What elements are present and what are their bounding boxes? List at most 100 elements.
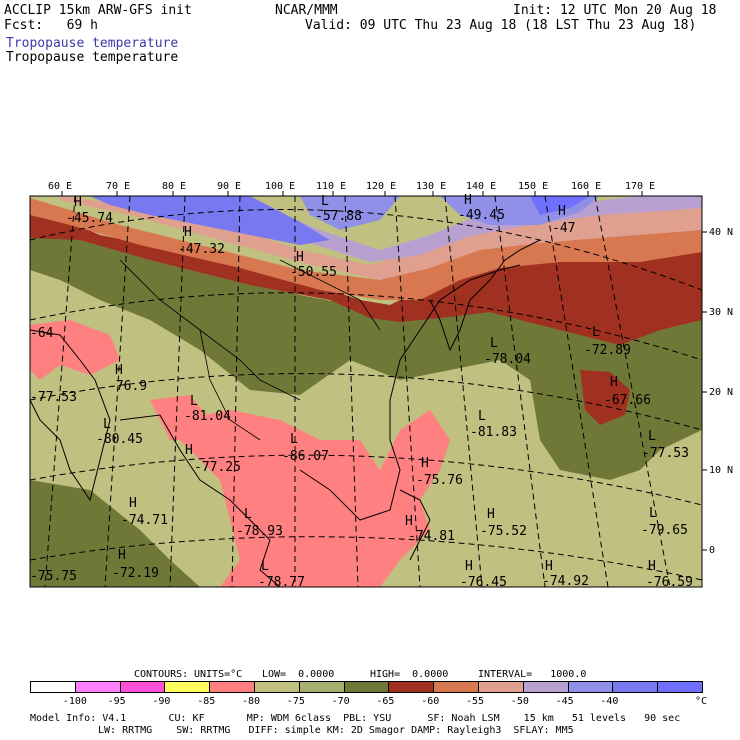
shade-blue-mid <box>300 196 400 230</box>
coastlines <box>30 239 541 587</box>
center-marker: L <box>190 394 198 409</box>
legend-unit: °C <box>695 696 708 707</box>
legend-label: -100 <box>62 696 87 707</box>
shade-pink-seasia <box>180 410 450 587</box>
field-title-contour: Tropopause temperature <box>6 50 179 65</box>
lon-label-100: 100 E <box>265 181 296 192</box>
graticule <box>30 196 702 587</box>
legend-swatch <box>612 681 659 693</box>
center-marker: L <box>103 417 111 432</box>
lon-label-60: 60 E <box>48 181 73 192</box>
center-marker: L <box>290 432 298 447</box>
shade-dark-red <box>30 205 702 345</box>
center-value: -74.92 <box>542 574 589 589</box>
center-value: -45.74 <box>66 211 113 226</box>
center-value: -75.75 <box>30 569 77 584</box>
center-marker: H <box>648 559 656 574</box>
shade-orange <box>30 198 702 300</box>
center-value: -77.53 <box>30 390 77 405</box>
center-value: -86.07 <box>282 449 329 464</box>
center-value: -75.76 <box>416 473 463 488</box>
shade-dark-sw <box>30 480 200 587</box>
center-value: -80.45 <box>96 432 143 447</box>
ticks <box>61 191 707 551</box>
center-value: -72.19 <box>112 566 159 581</box>
shade-blue-east-core <box>530 196 590 215</box>
legend-label: -45 <box>555 696 574 707</box>
center-marker: L <box>592 325 600 340</box>
shade-dark-island <box>580 370 630 425</box>
lon-label-150: 150 E <box>518 181 549 192</box>
center-marker: H <box>296 250 304 265</box>
center-value: -72.89 <box>584 343 631 358</box>
legend-swatch <box>164 681 211 693</box>
lon-label-120: 120 E <box>366 181 397 192</box>
legend-swatch <box>522 681 569 693</box>
forecast-hour: Fcst: 69 h <box>4 18 98 33</box>
legend-label: -65 <box>376 696 395 707</box>
legend-label: -90 <box>152 696 171 707</box>
center-value: -78.77 <box>258 575 305 590</box>
center-marker: H <box>487 507 495 522</box>
center-value: -64 <box>30 326 54 341</box>
contours-high: HIGH= 0.0000 <box>370 669 449 680</box>
shade-pink-light <box>60 196 702 280</box>
legend-swatch <box>74 681 121 693</box>
center-value: -78.04 <box>484 352 531 367</box>
legend-label: -50 <box>510 696 529 707</box>
center-value: -57.88 <box>315 209 362 224</box>
center-marker: H <box>405 514 413 529</box>
shade-blue-west <box>90 196 330 245</box>
legend-swatch <box>657 681 703 693</box>
center-marker: H <box>610 375 618 390</box>
center-value: -78.93 <box>236 524 283 539</box>
center-value: -77.25 <box>194 460 241 475</box>
legend-swatch <box>254 681 300 693</box>
center-value: -67.66 <box>604 393 651 408</box>
center-marker: L <box>321 194 329 209</box>
center-marker: H <box>465 559 473 574</box>
center-marker: L <box>478 409 486 424</box>
lat-label-10: 10 N <box>709 465 734 476</box>
center-value: -81.83 <box>470 425 517 440</box>
physics-info: LW: RRTMG SW: RRTMG DIFF: simple KM: 2D … <box>98 725 574 736</box>
org-label: NCAR/MMM <box>275 3 338 18</box>
field-title-shaded: Tropopause temperature <box>6 36 179 51</box>
contours-interval: INTERVAL= 1000.0 <box>478 669 587 680</box>
center-value: -76.59 <box>646 575 693 590</box>
center-marker: L <box>244 507 252 522</box>
model-title: ACCLIP 15km ARW-GFS init <box>4 3 192 18</box>
legend-swatch <box>119 681 166 693</box>
legend-label: -95 <box>107 696 126 707</box>
lon-label-90: 90 E <box>217 181 242 192</box>
legend-label: -60 <box>421 696 440 707</box>
center-marker: H <box>118 548 126 563</box>
lon-label-70: 70 E <box>106 181 131 192</box>
center-marker: H <box>185 443 193 458</box>
legend-label: -70 <box>331 696 350 707</box>
center-marker: H <box>545 559 553 574</box>
center-value: -47.32 <box>178 242 225 257</box>
shade-pink-india <box>30 320 120 380</box>
center-value: -74.81 <box>408 529 455 544</box>
legend-swatch <box>209 681 255 693</box>
lon-label-80: 80 E <box>162 181 187 192</box>
contours-low: LOW= 0.0000 <box>262 669 335 680</box>
center-marker: L <box>261 559 269 574</box>
valid-time: Valid: 09 UTC Thu 23 Aug 18 (18 LST Thu … <box>305 18 697 33</box>
center-marker: H <box>558 204 566 219</box>
legend-swatch <box>478 681 524 693</box>
center-value: -49.45 <box>458 208 505 223</box>
contours-units: UNITS=°C <box>194 669 243 680</box>
lon-label-130: 130 E <box>416 181 447 192</box>
center-marker: H <box>184 225 192 240</box>
center-value: -79.65 <box>641 523 688 538</box>
legend-label: -40 <box>600 696 619 707</box>
lat-label-0: 0 <box>709 545 716 556</box>
lat-label-30: 30 N <box>709 307 734 318</box>
lon-label-170: 170 E <box>625 181 656 192</box>
lon-label-160: 160 E <box>571 181 602 192</box>
model-info: Model Info: V4.1 CU: KF MP: WDM 6class P… <box>30 713 681 724</box>
init-time: Init: 12 UTC Mon 20 Aug 18 <box>513 3 717 18</box>
